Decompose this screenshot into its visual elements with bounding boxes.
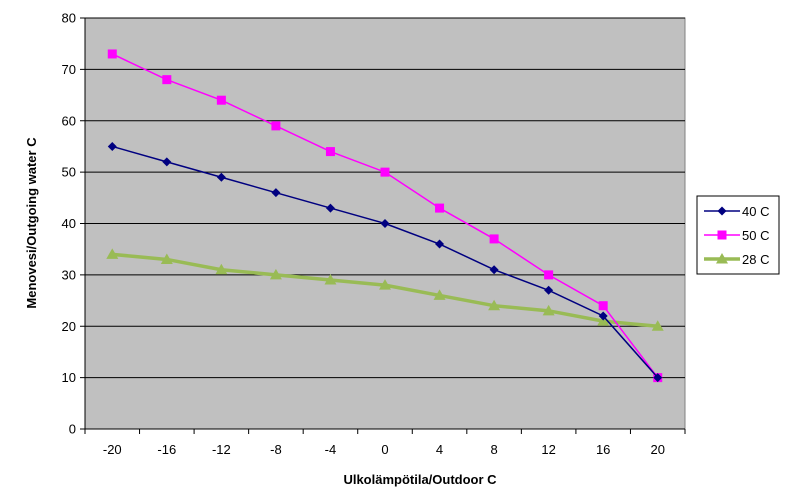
x-tick-label: 4: [436, 442, 443, 457]
y-tick-label: 40: [62, 216, 76, 231]
data-point: [598, 311, 608, 321]
series-28-c: [106, 248, 664, 331]
legend-label: 50 C: [742, 228, 769, 243]
axes: [80, 17, 686, 434]
data-point: [489, 265, 499, 275]
data-point: [651, 320, 664, 331]
data-point: [216, 172, 226, 182]
series-40-c: [107, 141, 663, 383]
x-tick-label: -16: [157, 442, 176, 457]
x-tick-label: 12: [541, 442, 555, 457]
data-point: [653, 373, 663, 383]
data-point: [325, 203, 335, 213]
series-group: [106, 49, 664, 383]
x-tick-label: 8: [490, 442, 497, 457]
data-point: [488, 299, 501, 311]
data-point: [435, 239, 445, 249]
data-point: [379, 279, 391, 290]
data-point: [215, 263, 228, 275]
x-tick-label: 0: [381, 442, 388, 457]
y-tick-label: 50: [62, 165, 76, 180]
data-point: [107, 49, 117, 59]
data-point: [162, 157, 172, 167]
x-tick-label: 20: [650, 442, 664, 457]
tick-labels: 0 10 20 30 40 50 60 70 80 -20 -16 -12 -8 -4 0 4 8 12 16 20: [62, 11, 665, 458]
y-tick-label: 80: [62, 11, 76, 26]
legend-marker: [717, 206, 727, 216]
data-point: [380, 167, 390, 177]
y-tick-label: 0: [69, 422, 76, 437]
data-point: [107, 141, 117, 151]
data-point: [106, 248, 119, 259]
data-point: [544, 285, 554, 295]
data-point: [271, 121, 281, 131]
legend-marker: [717, 230, 727, 240]
data-point: [324, 274, 337, 285]
data-point: [269, 268, 282, 280]
data-point: [433, 289, 446, 300]
x-tick-label: -4: [325, 442, 337, 457]
data-point: [325, 147, 335, 157]
data-point: [380, 219, 390, 228]
legend: 40 C 50 C 28 C: [696, 195, 780, 275]
y-tick-label: 70: [62, 62, 76, 77]
data-point: [216, 95, 226, 105]
data-point: [435, 203, 445, 213]
data-point: [542, 304, 555, 316]
data-point: [162, 75, 172, 85]
x-axis-title: Ulkolämpötila/Outdoor C: [343, 472, 497, 487]
x-tick-label: -8: [270, 442, 282, 457]
legend-marker: [716, 253, 728, 264]
legend-label: 40 C: [742, 204, 769, 219]
y-tick-label: 30: [62, 267, 76, 282]
x-tick-label: -20: [103, 442, 122, 457]
data-point: [544, 270, 554, 280]
x-tick-label: -12: [212, 442, 231, 457]
y-axis-title: Menovesi/Outgoing water C: [24, 137, 39, 309]
legend-label: 28 C: [742, 252, 769, 267]
y-tick-label: 60: [62, 113, 76, 128]
y-tick-label: 20: [62, 319, 76, 334]
x-tick-label: 16: [596, 442, 610, 457]
y-tick-label: 10: [62, 370, 76, 385]
data-point: [598, 301, 608, 311]
data-point: [271, 188, 281, 198]
data-point: [160, 253, 173, 264]
data-point: [489, 234, 499, 244]
